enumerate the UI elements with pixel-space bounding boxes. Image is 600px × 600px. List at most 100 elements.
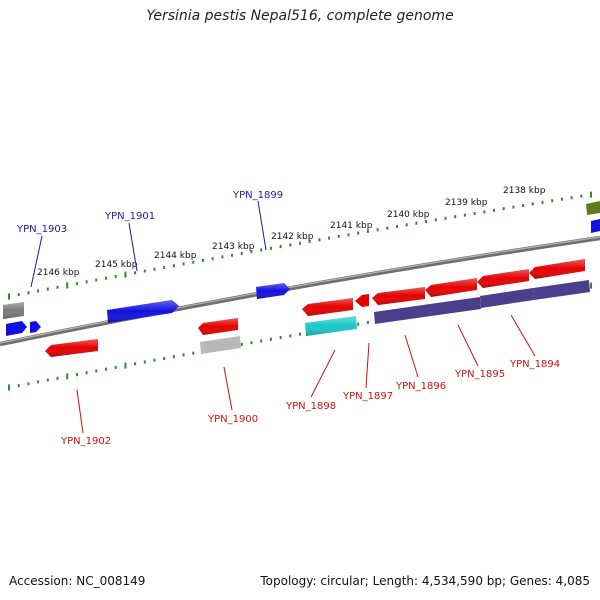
scale-major-tick bbox=[124, 362, 127, 369]
scale-minor-tick bbox=[328, 236, 331, 240]
gene-label[interactable]: YPN_1903 bbox=[16, 224, 67, 235]
scale-minor-tick bbox=[172, 355, 175, 359]
scale-minor-tick bbox=[46, 378, 49, 382]
gene-arrow[interactable] bbox=[355, 294, 369, 307]
gene-label[interactable]: YPN_1894 bbox=[509, 359, 560, 370]
scale-minor-tick bbox=[250, 250, 253, 254]
scale-ticks-outer bbox=[8, 191, 592, 300]
scale-minor-tick bbox=[434, 218, 437, 222]
scale-label: 2142 kbp bbox=[271, 232, 314, 242]
scale-minor-tick bbox=[376, 228, 379, 232]
scale-minor-tick bbox=[512, 205, 515, 209]
scale-minor-tick bbox=[570, 196, 573, 200]
scale-minor-tick bbox=[192, 351, 195, 355]
scale-major-tick bbox=[66, 282, 69, 289]
gene-label[interactable]: YPN_1897 bbox=[342, 391, 393, 402]
scale-minor-tick bbox=[46, 287, 49, 291]
scale-minor-tick bbox=[163, 357, 166, 360]
scale-minor-tick bbox=[357, 231, 360, 235]
scale-label: 2145 kbp bbox=[95, 260, 138, 270]
scale-minor-tick bbox=[415, 221, 418, 225]
gene-label[interactable]: YPN_1895 bbox=[454, 369, 505, 380]
genome-backbone bbox=[0, 235, 600, 347]
scale-major-tick bbox=[8, 293, 10, 300]
gene-label[interactable]: YPN_1899 bbox=[232, 190, 283, 201]
scale-minor-tick bbox=[308, 240, 311, 243]
scale-minor-tick bbox=[105, 276, 107, 280]
scale-minor-tick bbox=[463, 213, 466, 217]
gene-label[interactable]: YPN_1898 bbox=[285, 401, 336, 412]
scale-minor-tick bbox=[221, 255, 224, 259]
scale-minor-tick bbox=[27, 291, 30, 295]
gene-arrow[interactable] bbox=[591, 219, 600, 233]
scale-minor-tick bbox=[134, 362, 137, 366]
scale-minor-tick bbox=[95, 278, 98, 282]
scale-minor-tick bbox=[366, 320, 369, 324]
scale-minor-tick bbox=[85, 280, 88, 284]
gene-arrow[interactable] bbox=[430, 297, 481, 316]
scale-minor-tick bbox=[56, 285, 59, 289]
gene-arrow[interactable] bbox=[480, 288, 534, 308]
scale-minor-tick bbox=[386, 226, 389, 230]
scale-minor-tick bbox=[143, 269, 146, 273]
scale-minor-tick bbox=[75, 282, 78, 286]
scale-label: 2146 kbp bbox=[37, 268, 80, 278]
scale-minor-tick bbox=[493, 208, 495, 212]
scale-minor-tick bbox=[105, 367, 107, 371]
scale-minor-tick bbox=[396, 225, 398, 228]
scale-major-tick bbox=[590, 191, 592, 198]
scale-minor-tick bbox=[182, 262, 185, 266]
scale-label: 2141 kbp bbox=[330, 221, 373, 231]
scale-minor-tick bbox=[483, 210, 486, 214]
scale-major-tick bbox=[124, 271, 127, 278]
scale-label: 2140 kbp bbox=[387, 210, 430, 220]
scale-minor-tick bbox=[347, 233, 350, 237]
scale-minor-tick bbox=[289, 334, 292, 338]
gene-arrow[interactable] bbox=[200, 336, 241, 354]
scale-minor-tick bbox=[366, 229, 369, 233]
scale-minor-tick bbox=[143, 360, 146, 364]
scale-minor-tick bbox=[473, 212, 476, 215]
scale-minor-tick bbox=[163, 266, 166, 269]
gene-arrow[interactable] bbox=[586, 201, 600, 215]
scale-minor-tick bbox=[502, 207, 505, 211]
scale-minor-tick bbox=[279, 336, 282, 340]
genome-summary: Topology: circular; Length: 4,534,590 bp… bbox=[260, 574, 590, 588]
scale-label: 2139 kbp bbox=[445, 198, 488, 208]
scale-minor-tick bbox=[337, 234, 340, 238]
scale-minor-tick bbox=[85, 371, 88, 375]
gene-arrow[interactable] bbox=[374, 304, 431, 324]
gene-arrow[interactable] bbox=[6, 321, 27, 336]
scale-minor-tick bbox=[56, 376, 59, 380]
scale-minor-tick bbox=[240, 252, 243, 255]
scale-minor-tick bbox=[211, 257, 214, 261]
scale-major-tick bbox=[8, 384, 10, 391]
map-title: Yersinia pestis Nepal516, complete genom… bbox=[146, 8, 454, 24]
accession-label: Accession: NC_008149 bbox=[9, 574, 146, 588]
scale-minor-tick bbox=[541, 200, 544, 204]
reverse-genes bbox=[45, 259, 590, 357]
scale-minor-tick bbox=[531, 202, 534, 206]
gene-label[interactable]: YPN_1902 bbox=[60, 436, 111, 447]
scale-minor-tick bbox=[182, 353, 185, 357]
scale-minor-tick bbox=[454, 215, 457, 219]
gene-arrow[interactable] bbox=[533, 280, 590, 300]
scale-minor-tick bbox=[192, 260, 195, 264]
scale-minor-tick bbox=[95, 369, 98, 373]
gene-label[interactable]: YPN_1901 bbox=[104, 211, 155, 222]
scale-label: 2138 kbp bbox=[503, 186, 546, 196]
scale-label: 2143 kbp bbox=[212, 242, 255, 252]
scale-labels: 2146 kbp 2145 kbp 2144 kbp 2143 kbp 2142… bbox=[37, 186, 546, 278]
scale-minor-tick bbox=[260, 248, 263, 252]
scale-minor-tick bbox=[134, 271, 137, 275]
scale-minor-tick bbox=[522, 204, 525, 207]
scale-minor-tick bbox=[560, 197, 563, 201]
gene-label[interactable]: YPN_1900 bbox=[207, 414, 258, 425]
gene-label[interactable]: YPN_1896 bbox=[395, 381, 446, 392]
scale-minor-tick bbox=[172, 264, 175, 268]
scale-minor-tick bbox=[27, 382, 30, 386]
scale-minor-tick bbox=[269, 337, 272, 341]
scale-minor-tick bbox=[425, 220, 428, 223]
gene-arrow[interactable] bbox=[30, 321, 41, 333]
